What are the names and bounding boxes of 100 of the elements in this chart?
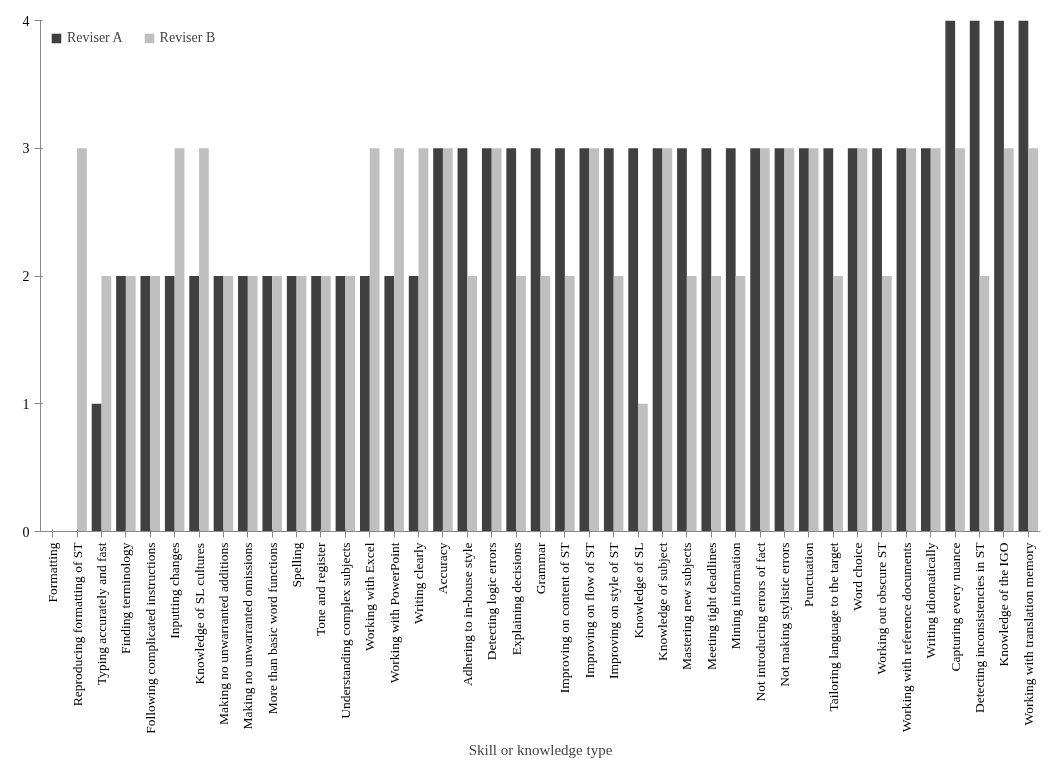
bar: [272, 276, 282, 532]
bar: [945, 20, 956, 532]
bar: [799, 148, 809, 532]
x-tick-label: Improving on flow of ST: [581, 541, 597, 679]
bar: [467, 276, 478, 532]
x-tick-label: Knowledge of the IGO: [996, 542, 1012, 667]
x-tick-label: Not making stylistic errors: [776, 542, 792, 687]
bar: [506, 148, 517, 532]
x-tick-label: Knowledge of SL: [630, 542, 646, 639]
bar: [613, 276, 624, 532]
x-tick-label: Not introducing errors of fact: [752, 542, 768, 702]
bar: [652, 148, 663, 532]
bar: [457, 148, 468, 532]
x-tick-label: Formatting: [45, 542, 61, 603]
bar: [774, 148, 785, 532]
bar: [140, 276, 151, 532]
x-axis-title: Skill or knowledge type: [468, 741, 613, 758]
y-tick-label: 0: [22, 524, 30, 540]
bar: [311, 276, 321, 532]
bar: [164, 276, 175, 532]
x-tick-label: Reproducing formatting of ST: [69, 541, 85, 707]
bar: [247, 276, 258, 532]
x-tick-label: Grammar: [533, 542, 548, 595]
x-tick-label: Making no unwarranted additions: [215, 542, 231, 726]
bar: [418, 148, 429, 532]
x-tick-label: Punctuation: [801, 542, 817, 607]
x-tick-label: Working with Excel: [362, 542, 378, 651]
legend-label: Reviser B: [159, 30, 216, 46]
bar: [979, 276, 990, 532]
bar: [662, 148, 673, 532]
bar: [1018, 20, 1029, 532]
bar: [530, 148, 541, 532]
x-tick-label: Detecting inconsistencies in ST: [972, 541, 988, 714]
bar: [564, 276, 575, 532]
bar: [628, 148, 639, 532]
bar: [955, 148, 965, 532]
bar: [808, 148, 819, 532]
x-tick-label: Improving on style of ST: [606, 541, 622, 679]
x-tick-label: Improving on content of ST: [557, 541, 573, 694]
x-tick-label: Capturing every nuance: [947, 542, 963, 672]
bar: [701, 148, 712, 532]
bar: [881, 276, 892, 532]
bar: [857, 148, 868, 532]
bar: [750, 148, 761, 532]
x-tick-label: Working with PowerPoint: [386, 542, 402, 684]
x-tick-label: Inputting changes: [167, 542, 183, 639]
bar: [116, 276, 126, 532]
x-tick-label: Word choice: [850, 542, 866, 611]
bar: [491, 148, 502, 532]
bar: [442, 148, 453, 532]
legend-label: Reviser A: [67, 30, 123, 46]
bar: [335, 276, 346, 532]
y-tick-label: 4: [22, 13, 30, 29]
x-tick-label: Knowledge of SL cultures: [191, 543, 207, 685]
bar: [189, 276, 200, 532]
bar: [213, 276, 224, 532]
bar: [579, 148, 590, 532]
bar: [603, 148, 614, 532]
y-tick-label: 3: [22, 141, 30, 157]
bar: [784, 148, 795, 532]
x-tick-label: Accuracy: [435, 542, 451, 595]
bar: [540, 276, 551, 532]
bar: [199, 148, 209, 532]
bar: [238, 276, 248, 532]
x-tick-label: Working out obscure ST: [874, 541, 890, 675]
x-tick-label: More than basic word functions: [264, 542, 280, 715]
x-tick-label: Typing accurately and fast: [93, 542, 109, 686]
bar: [920, 148, 931, 532]
x-tick-label: Tailoring language to the target: [825, 542, 841, 712]
x-tick-label: Mining information: [728, 542, 744, 650]
bar: [638, 403, 648, 532]
bar: [223, 276, 234, 532]
x-tick-label: Working with reference documents: [898, 542, 914, 733]
bar: [262, 276, 273, 532]
bar: [77, 148, 87, 532]
bar: [516, 276, 526, 532]
bar: [125, 276, 136, 532]
bar: [384, 276, 395, 532]
x-tick-label: Writing clearly: [411, 542, 427, 625]
x-tick-label: Following complicated instructions: [142, 542, 158, 734]
bar: [433, 148, 443, 532]
x-tick-label: Explaining decisions: [508, 542, 524, 656]
x-tick-label: Tone and register: [313, 542, 329, 637]
x-tick-label: Understanding complex subjects: [337, 542, 353, 719]
y-tick-label: 2: [22, 269, 30, 284]
bar: [760, 148, 770, 532]
x-tick-label: Spelling: [289, 542, 305, 588]
bar: [994, 20, 1004, 532]
bar: [686, 276, 697, 532]
bar: [369, 148, 380, 532]
bar: [296, 276, 307, 532]
x-tick-label: Writing idiomatically: [923, 542, 939, 659]
bar: [555, 148, 565, 532]
bar: [394, 148, 404, 532]
bar: [320, 276, 331, 532]
bar: [1003, 148, 1014, 532]
bar: [360, 276, 370, 532]
x-tick-label: Adhering to in-house style: [459, 542, 475, 687]
x-tick-label: Mastering new subjects: [679, 542, 695, 670]
bar: [906, 148, 917, 532]
